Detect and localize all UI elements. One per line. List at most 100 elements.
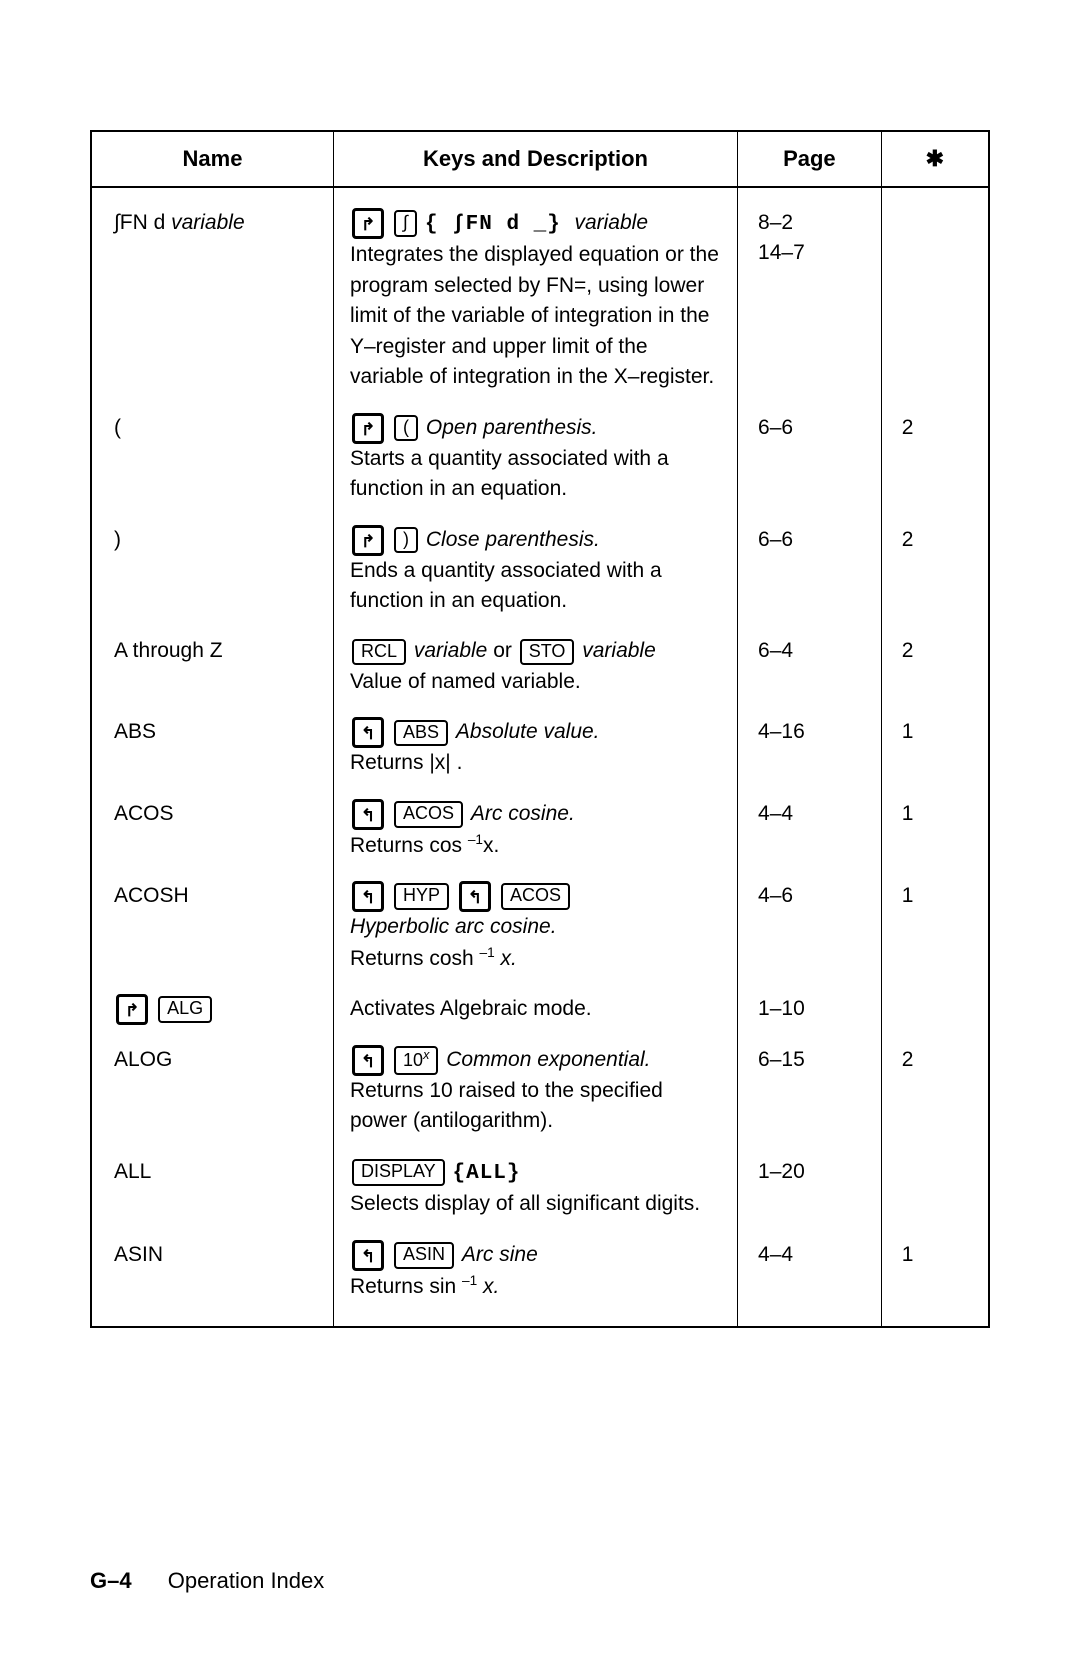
cell-star: 2 [881,1035,989,1147]
cell-page: 4–16 [738,707,882,788]
az-var2: variable [582,639,656,662]
cell-page: 6–6 [738,403,882,515]
cell-desc: DISPLAY {ALL} Selects display of all sig… [333,1147,737,1230]
table-row: ) ) Close parenthesis. Ends a quantity a… [91,515,989,627]
cell-desc: ASIN Arc sine Returns sin –1 x. [333,1230,737,1327]
cell-name: ( [91,403,333,515]
footer-title: Operation Index [168,1568,325,1593]
cell-desc: Activates Algebraic mode. [333,984,737,1035]
fn-desc: Integrates the displayed equation or the… [350,243,719,388]
openp-title: Open parenthesis. [426,416,598,439]
display-key: DISPLAY [352,1159,445,1186]
shift-right-icon [352,413,384,444]
cell-page: 6–6 [738,515,882,627]
cell-desc: ( Open parenthesis. Starts a quantity as… [333,403,737,515]
tenx-base: 10 [403,1050,423,1070]
cell-name: ALL [91,1147,333,1230]
acosh-ret: Returns cosh [350,947,480,970]
table-row: A through Z RCL variable or STO variable… [91,626,989,707]
cell-star: 2 [881,515,989,627]
shift-right-icon [116,994,148,1025]
cell-page: 4–4 [738,1230,882,1327]
table-row: ACOS ACOS Arc cosine. Returns cos –1x. 4… [91,789,989,871]
acos-key: ACOS [501,883,570,910]
cell-page: 6–4 [738,626,882,707]
cell-desc: ACOS Arc cosine. Returns cos –1x. [333,789,737,871]
az-or: or [487,639,517,662]
shift-left-icon [352,1240,384,1271]
footer-page-num: G–4 [90,1568,132,1593]
cell-desc: 10x Common exponential. Returns 10 raise… [333,1035,737,1147]
cell-star: 1 [881,707,989,788]
cell-desc: ) Close parenthesis. Ends a quantity ass… [333,515,737,627]
acos-key: ACOS [394,801,463,828]
cell-star: 1 [881,789,989,871]
table-header-row: Name Keys and Description Page ✱ [91,131,989,187]
cell-desc: RCL variable or STO variable Value of na… [333,626,737,707]
cell-star [881,1147,989,1230]
cell-star: 1 [881,1230,989,1327]
page-footer: G–4 Operation Index [90,1568,324,1594]
cell-name: ABS [91,707,333,788]
cell-desc: ∫ { ∫FN d _} variable Integrates the dis… [333,187,737,403]
shift-left-icon [352,799,384,830]
cell-name: A through Z [91,626,333,707]
table-row: ∫FN d variable ∫ { ∫FN d _} variable Int… [91,187,989,403]
alog-title: Common exponential. [446,1048,650,1071]
table-row: ( ( Open parenthesis. Starts a quantity … [91,403,989,515]
fn-seq-var: variable [574,211,648,234]
cell-name: ALG [91,984,333,1035]
cell-page: 1–10 [738,984,882,1035]
cell-star [881,984,989,1035]
az-var1: variable [414,639,488,662]
all-menu: {ALL} [453,1162,521,1185]
cell-page: 6–15 [738,1035,882,1147]
fn-name-prefix: ∫FN d [114,211,171,234]
cell-page: 1–20 [738,1147,882,1230]
close-paren-key: ) [394,527,418,554]
acos-x: x. [483,834,499,857]
abs-title: Absolute value. [456,720,600,743]
rcl-key: RCL [352,639,406,666]
shift-right-icon [352,208,384,239]
fn-page2: 14–7 [758,241,805,264]
abs-x: |x| [429,751,450,774]
cell-star: 2 [881,403,989,515]
asin-title: Arc sine [462,1243,538,1266]
header-star: ✱ [881,131,989,187]
header-page: Page [738,131,882,187]
asin-exp: –1 [462,1273,477,1288]
alog-desc: Returns 10 raised to the specified power… [350,1079,663,1132]
integral-key: ∫ [394,210,417,237]
cell-page: 8–2 14–7 [738,187,882,403]
acosh-x: x. [495,947,517,970]
cell-star: 2 [881,626,989,707]
alg-key: ALG [158,996,212,1023]
shift-left-icon [352,1045,384,1076]
acos-ret: Returns cos [350,834,468,857]
fn-seq: { ∫FN d _} [425,213,575,236]
table-row: ALL DISPLAY {ALL} Selects display of all… [91,1147,989,1230]
table-row: ASIN ASIN Arc sine Returns sin –1 x. 4–4… [91,1230,989,1327]
az-desc: Value of named variable. [350,670,581,693]
abs-dot: . [451,751,463,774]
cell-name: ∫FN d variable [91,187,333,403]
acos-exp: –1 [468,832,483,847]
cell-name: ALOG [91,1035,333,1147]
shift-left-icon [352,717,384,748]
operation-index-table: Name Keys and Description Page ✱ ∫FN d v… [90,130,990,1328]
openp-desc: Starts a quantity associated with a func… [350,447,669,500]
fn-page1: 8–2 [758,211,793,234]
shift-right-icon [352,525,384,556]
cell-star [881,187,989,403]
asin-x: x. [477,1275,499,1298]
abs-key: ABS [394,720,448,747]
table-row: ALG Activates Algebraic mode. 1–10 [91,984,989,1035]
header-desc: Keys and Description [333,131,737,187]
hyp-key: HYP [394,883,449,910]
cell-page: 4–6 [738,871,882,984]
shift-left-icon [352,881,384,912]
acos-title: Arc cosine. [471,802,575,825]
all-desc: Selects display of all significant digit… [350,1192,700,1215]
tenx-key: 10x [394,1046,438,1075]
